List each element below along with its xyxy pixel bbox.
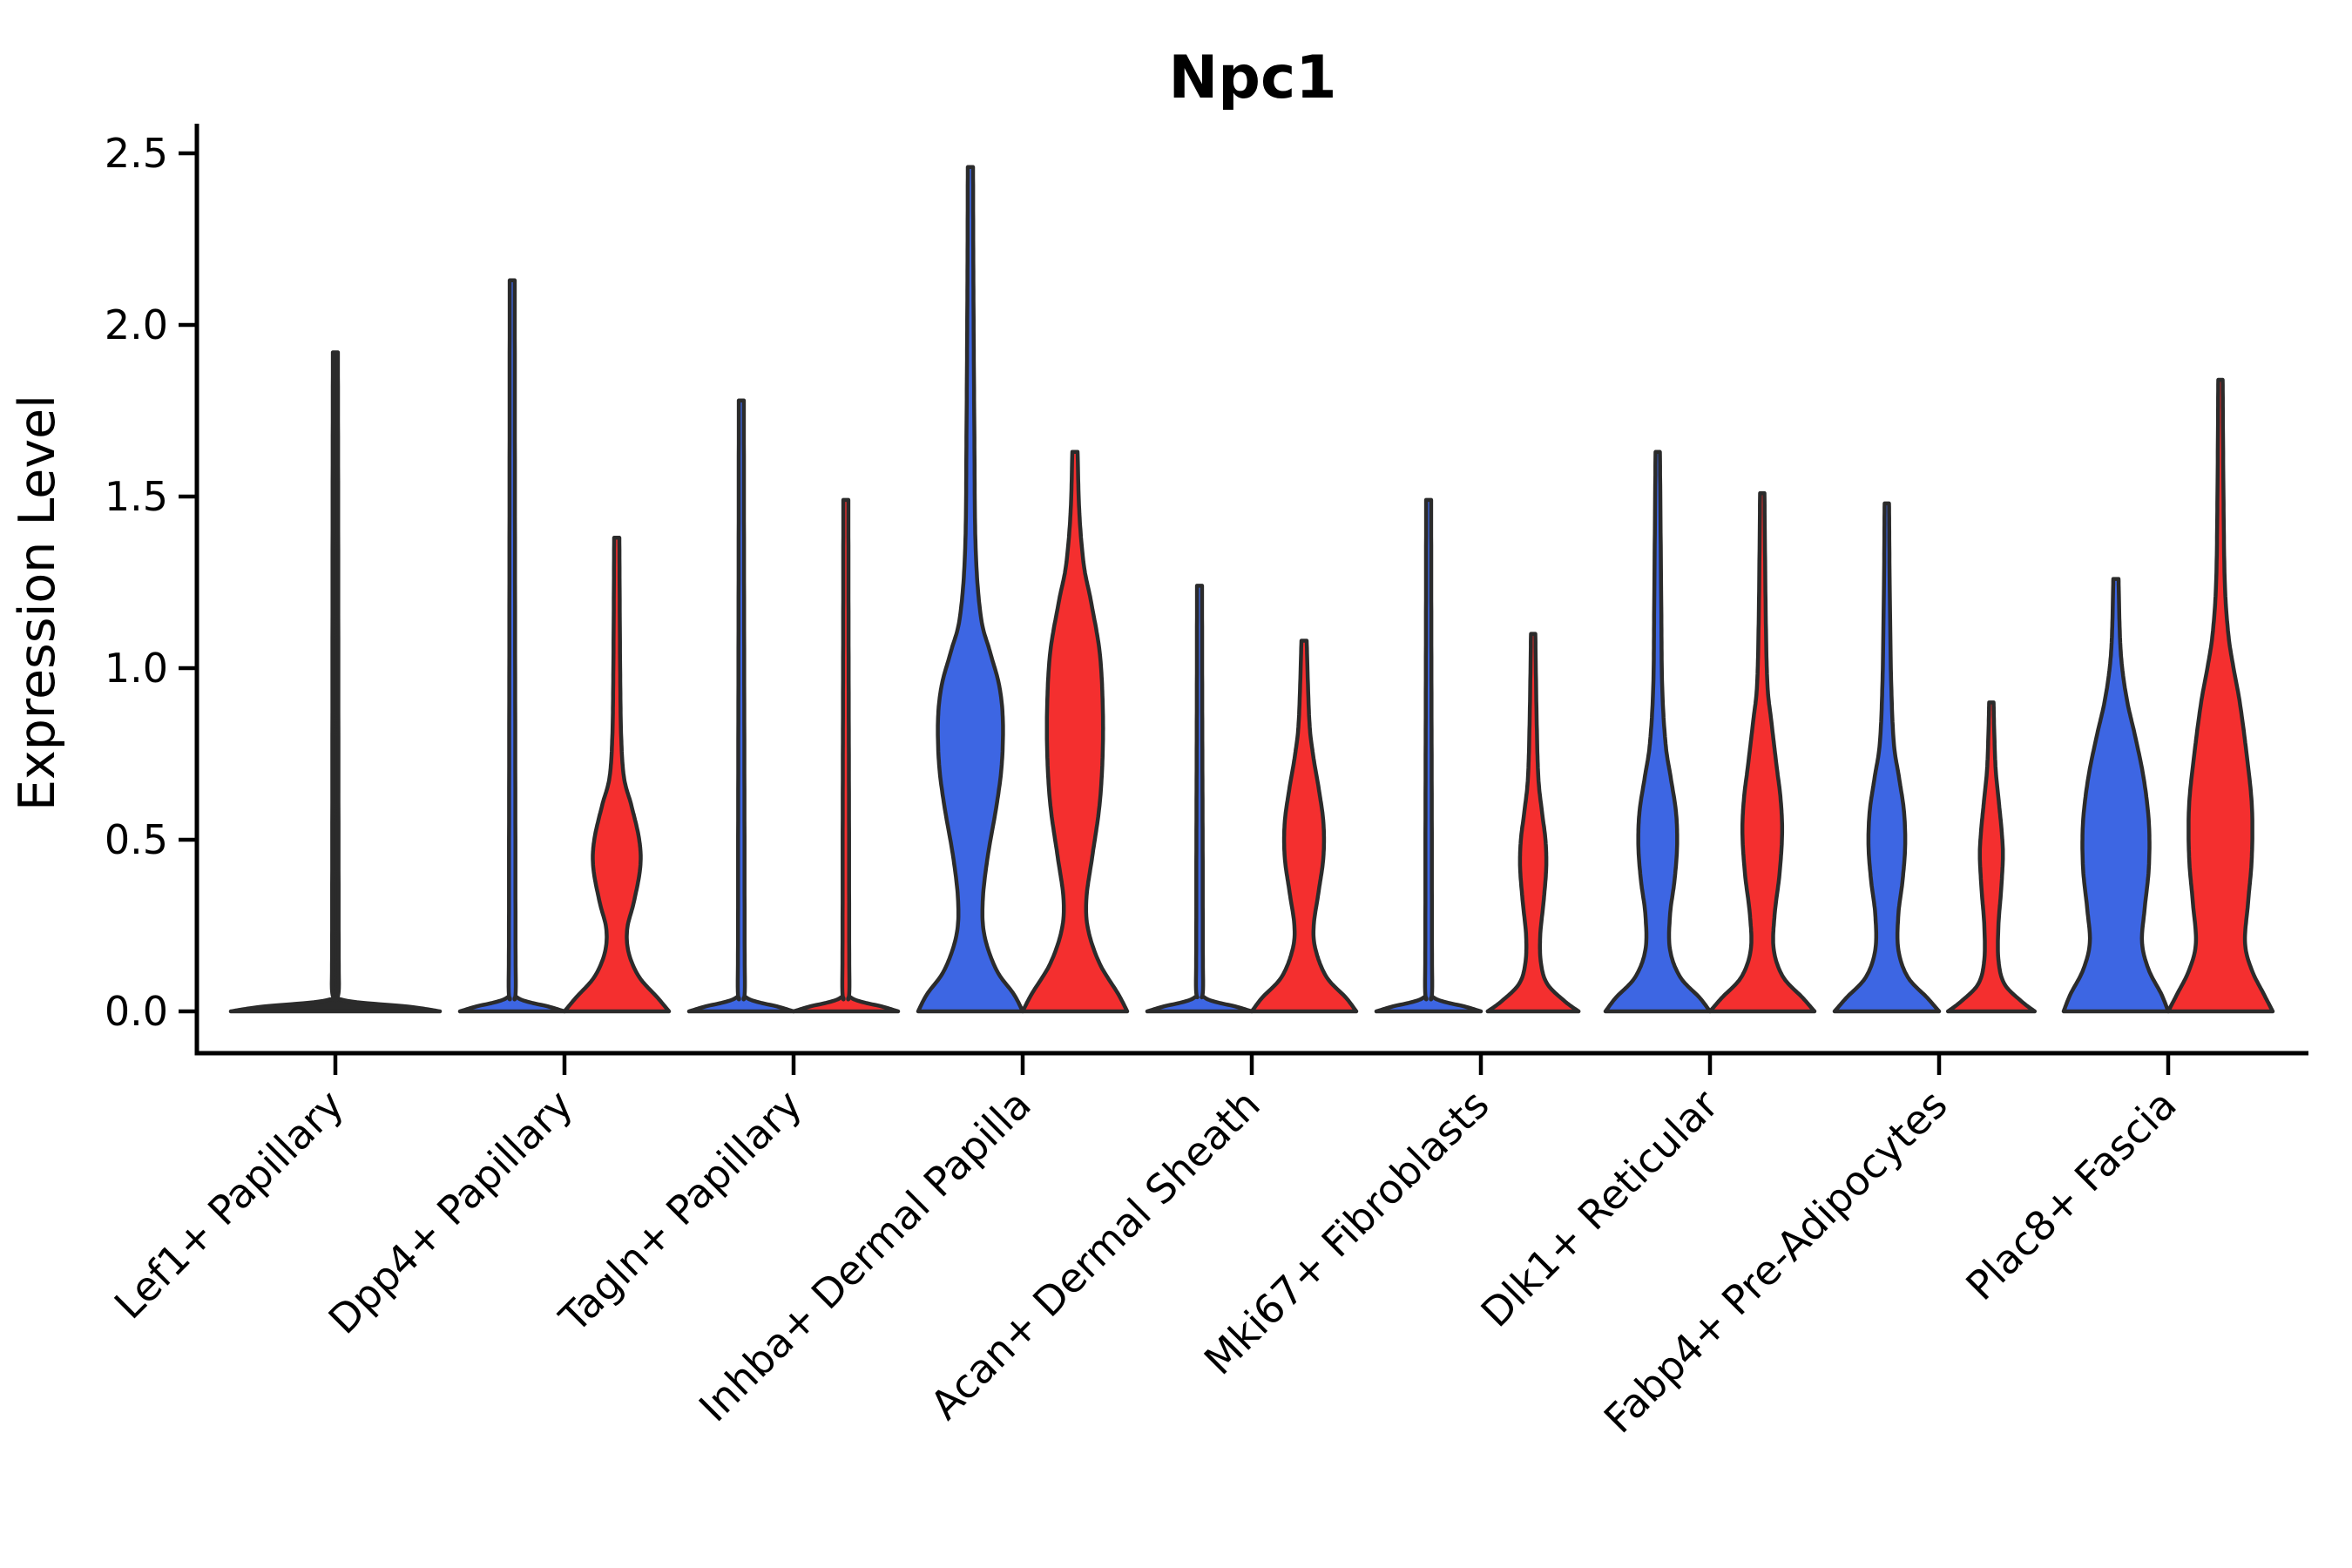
chart-title: Npc1 — [1168, 44, 1336, 112]
violin-red-fabp4 — [1945, 700, 2038, 1014]
y-axis-label: Expression Level — [9, 395, 66, 811]
violin-red-mki67 — [1485, 632, 1581, 1014]
violin-blue-plac8 — [2061, 577, 2171, 1014]
x-tick-label-1: Dpp4+ Papillary — [320, 1081, 582, 1343]
x-tick-label-2: Tagln+ Papillary — [550, 1081, 811, 1342]
violin-red-dlk1 — [1707, 490, 1817, 1014]
violin-red-plac8 — [2166, 377, 2275, 1014]
y-tick-label: 2.0 — [105, 301, 168, 348]
violin-blue-tagln — [686, 398, 796, 1014]
violin-red-inhba — [1020, 449, 1130, 1014]
y-tick-label: 1.5 — [105, 473, 168, 520]
violin-red-dpp4 — [562, 536, 672, 1014]
violin-blue-inhba — [916, 165, 1025, 1014]
x-tick-label-8: Plac8+ Fascia — [1957, 1081, 2185, 1309]
y-tick-label: 2.5 — [105, 130, 168, 177]
violin-blue-dpp4 — [457, 278, 567, 1014]
y-tick-label: 0.5 — [105, 816, 168, 863]
violin-blue-mki67 — [1374, 497, 1484, 1014]
violin-blue-acan — [1145, 584, 1254, 1014]
y-tick-label: 1.0 — [105, 645, 168, 692]
violin-red-tagln — [791, 497, 901, 1014]
violin-blue-fabp4 — [1832, 501, 1942, 1014]
violin-blue-dlk1 — [1603, 449, 1713, 1014]
x-tick-label-6: Dlk1+ Reticular — [1472, 1081, 1727, 1336]
x-tick-label-0: Lef1+ Papillary — [105, 1081, 353, 1328]
y-tick-label: 0.0 — [105, 988, 168, 1035]
violin-red-acan — [1249, 639, 1359, 1014]
violin-single-lef1 — [228, 350, 443, 1014]
